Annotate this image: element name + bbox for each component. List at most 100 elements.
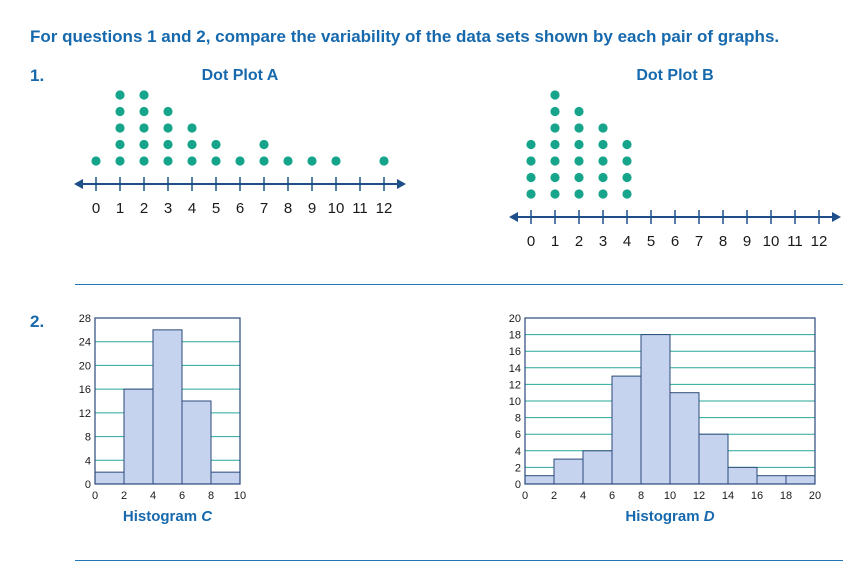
data-dot <box>139 156 149 166</box>
tick-label: 5 <box>647 233 655 250</box>
data-dot <box>91 156 101 166</box>
x-tick-label: 2 <box>121 490 127 502</box>
x-tick-label: 18 <box>780 490 792 502</box>
data-dot <box>574 123 584 133</box>
y-tick-label: 20 <box>79 360 91 372</box>
data-dot <box>598 139 608 150</box>
tick-label: 11 <box>787 233 803 250</box>
data-dot <box>550 106 560 117</box>
tick-label: 6 <box>671 233 679 250</box>
data-dot <box>115 139 125 150</box>
data-dot <box>187 123 197 133</box>
dot-plot-a: Dot Plot A0 1 2 3 4 5 6 7 8 9 10 11 12 <box>74 67 406 217</box>
chart-title: Histogram C <box>123 508 213 525</box>
chart-title-prefix: Histogram <box>625 508 703 525</box>
tick-label: 5 <box>212 200 220 217</box>
plot-frame <box>94 317 241 485</box>
tick-label: 10 <box>763 233 780 250</box>
histogram-bar <box>582 450 613 485</box>
x-tick-label: 10 <box>234 490 246 502</box>
y-tick-label: 8 <box>515 413 521 425</box>
data-dot <box>211 139 221 150</box>
y-tick-label: 28 <box>79 313 91 325</box>
tick-label: 12 <box>376 200 393 217</box>
data-dot <box>598 123 608 133</box>
x-tick-label: 0 <box>522 490 528 502</box>
tick-label: 9 <box>308 200 316 217</box>
question-number-2: 2. <box>30 312 45 331</box>
data-dot <box>550 90 560 100</box>
chart-title-prefix: Histogram <box>123 508 201 525</box>
histogram-bar <box>785 475 816 485</box>
tick-label: 12 <box>811 233 828 250</box>
x-tick-label: 10 <box>664 490 676 502</box>
plot-frame <box>524 317 816 485</box>
data-dot <box>283 156 293 166</box>
data-dot <box>115 123 125 133</box>
y-tick-label: 12 <box>79 408 91 420</box>
data-dot <box>115 106 125 117</box>
histogram-bar <box>698 433 729 485</box>
data-dot <box>187 156 197 166</box>
x-tick-label: 16 <box>751 490 763 502</box>
data-dot <box>139 90 149 100</box>
y-tick-label: 0 <box>515 479 521 491</box>
data-dot <box>259 139 269 150</box>
section-divider-1 <box>75 284 843 285</box>
y-tick-label: 4 <box>85 455 91 467</box>
data-dot <box>115 156 125 166</box>
y-tick-label: 10 <box>509 396 521 408</box>
chart-title: Dot Plot B <box>636 67 713 84</box>
y-tick-label: 16 <box>79 384 91 396</box>
data-dot <box>598 189 608 199</box>
right-arrow-icon <box>832 212 841 222</box>
data-dot <box>550 139 560 150</box>
tick-label: 3 <box>164 200 172 217</box>
data-dot <box>115 90 125 100</box>
right-arrow-icon <box>397 179 406 189</box>
tick-label: 2 <box>575 233 583 250</box>
tick-label: 10 <box>328 200 345 217</box>
x-tick-label: 6 <box>179 490 185 502</box>
data-dot <box>550 172 560 183</box>
instructions: For questions 1 and 2, compare the varia… <box>30 27 780 46</box>
histogram-bar <box>94 471 125 485</box>
tick-label: 7 <box>260 200 268 217</box>
x-tick-label: 0 <box>92 490 98 502</box>
chart-title-variable: D <box>704 508 715 525</box>
data-dot <box>622 189 632 199</box>
y-tick-label: 4 <box>515 446 521 458</box>
tick-label: 0 <box>92 200 100 217</box>
data-dot <box>211 156 221 166</box>
data-dot <box>379 156 389 166</box>
x-tick-label: 6 <box>609 490 615 502</box>
histogram-bar <box>640 334 671 485</box>
tick-label: 1 <box>116 200 124 217</box>
histogram-bar <box>553 458 584 485</box>
data-dot <box>622 139 632 150</box>
histogram-bar <box>181 400 212 485</box>
data-dot <box>235 156 245 166</box>
data-dot <box>526 172 536 183</box>
data-dot <box>574 139 584 150</box>
histogram-d: 0 2 4 6 8 10 12 14 16 18 20 0 2 4 6 8 10 12 14 16 18 20 Histog… <box>509 313 821 525</box>
left-arrow-icon <box>74 179 83 189</box>
x-tick-label: 2 <box>551 490 557 502</box>
data-dot <box>307 156 317 166</box>
x-tick-label: 20 <box>809 490 821 502</box>
data-dot <box>574 106 584 117</box>
y-tick-label: 6 <box>515 429 521 441</box>
y-tick-label: 14 <box>509 363 521 375</box>
y-tick-label: 24 <box>79 337 91 349</box>
histogram-bar <box>210 471 241 485</box>
data-dot <box>526 189 536 199</box>
data-dot <box>163 139 173 150</box>
data-dot <box>526 139 536 150</box>
tick-label: 0 <box>527 233 535 250</box>
dot-plot-b: Dot Plot B0 1 2 3 4 5 6 7 8 9 10 11 12 <box>509 67 841 250</box>
section-divider-2 <box>75 560 843 561</box>
chart-title-variable: C <box>201 508 213 525</box>
data-dot <box>574 189 584 199</box>
